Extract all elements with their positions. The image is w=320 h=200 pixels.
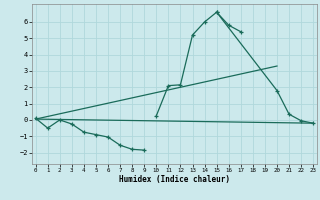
X-axis label: Humidex (Indice chaleur): Humidex (Indice chaleur) xyxy=(119,175,230,184)
